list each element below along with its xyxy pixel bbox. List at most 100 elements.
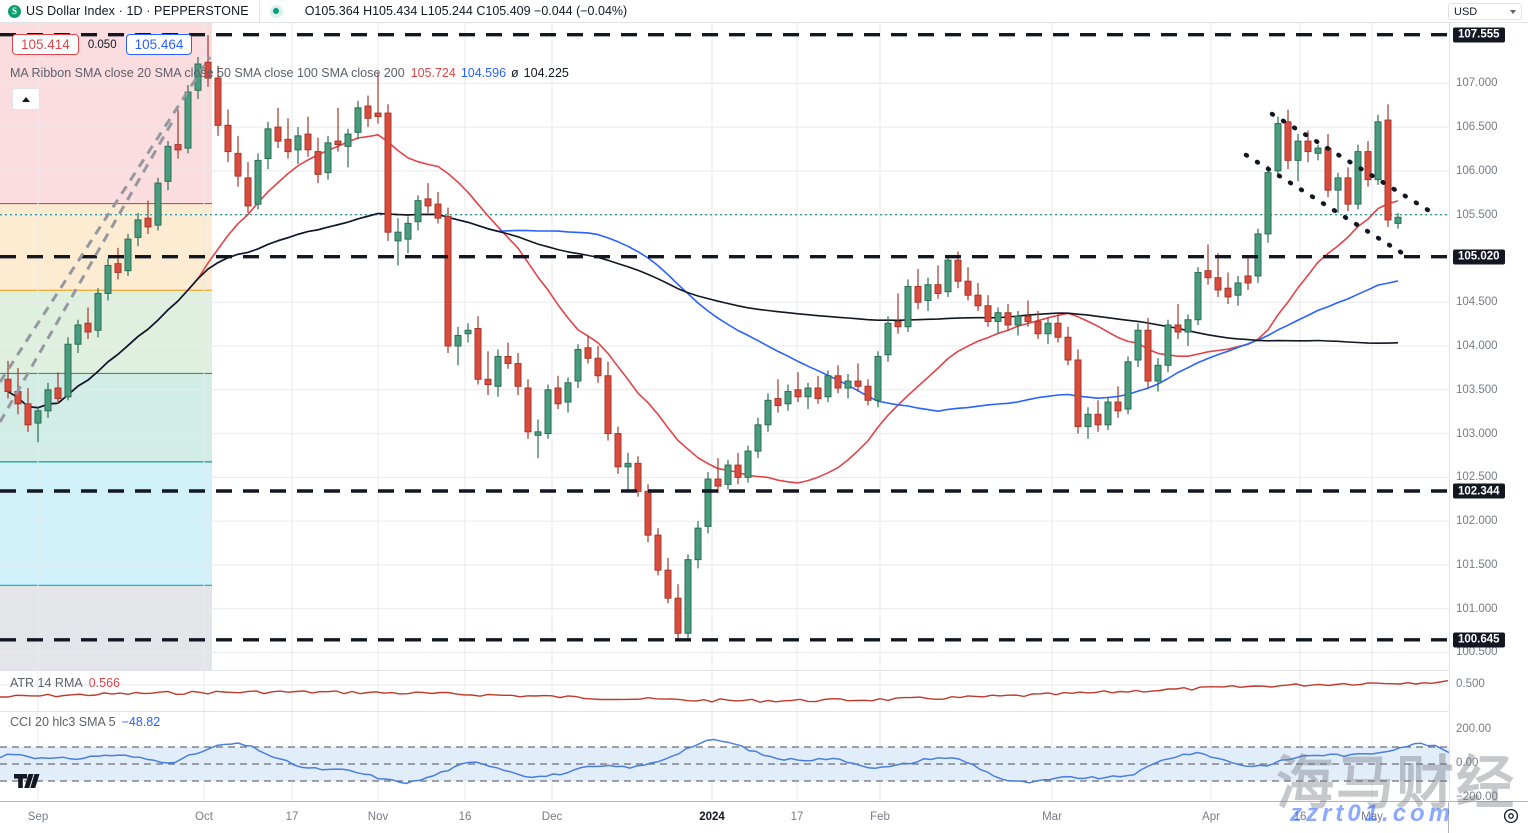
rising-channel-left-2[interactable] — [0, 116, 177, 423]
candle-body[interactable] — [1014, 315, 1022, 326]
candle-body[interactable] — [594, 357, 602, 377]
candle-body[interactable] — [1034, 320, 1042, 335]
zone-grey[interactable] — [0, 585, 212, 670]
candle-body[interactable] — [364, 105, 372, 119]
candle-body[interactable] — [1214, 277, 1222, 291]
sma-100-line[interactable] — [7, 212, 1399, 409]
cci-indicator-pane[interactable] — [0, 711, 1449, 802]
candle-body[interactable] — [134, 219, 142, 238]
candle-body[interactable] — [334, 140, 342, 146]
candle-body[interactable] — [644, 490, 652, 536]
candle-body[interactable] — [1294, 140, 1302, 161]
candle-body[interactable] — [1044, 322, 1052, 335]
descending-channel-upper[interactable] — [1269, 111, 1439, 218]
candle-body[interactable] — [284, 138, 292, 153]
candle-body[interactable] — [1374, 121, 1382, 181]
candle-body[interactable] — [954, 259, 962, 282]
candle-body[interactable] — [374, 112, 382, 118]
candle-body[interactable] — [484, 378, 492, 386]
candle-body[interactable] — [994, 312, 1002, 322]
candle-body[interactable] — [754, 424, 762, 452]
candle-body[interactable] — [384, 112, 392, 233]
candle-body[interactable] — [1114, 401, 1122, 412]
candle-body[interactable] — [734, 464, 742, 478]
candle-body[interactable] — [1124, 361, 1132, 410]
candle-body[interactable] — [314, 151, 322, 175]
cci-line[interactable] — [0, 738, 1449, 785]
candle-body[interactable] — [24, 403, 32, 426]
candle-body[interactable] — [1024, 315, 1032, 322]
candle-body[interactable] — [104, 264, 112, 294]
price-axis-badge[interactable]: 102.344 — [1453, 483, 1505, 499]
candle-body[interactable] — [1174, 324, 1182, 333]
candle-body[interactable] — [214, 77, 222, 126]
candle-body[interactable] — [34, 410, 42, 424]
collapse-panel-button[interactable] — [12, 88, 40, 110]
candle-body[interactable] — [784, 391, 792, 405]
candle-body[interactable] — [1304, 140, 1312, 153]
candle-body[interactable] — [434, 203, 442, 219]
candle-body[interactable] — [1244, 275, 1252, 284]
candle-body[interactable] — [1164, 324, 1172, 366]
candle-body[interactable] — [1144, 329, 1152, 382]
candle-body[interactable] — [894, 320, 902, 328]
candle-body[interactable] — [84, 322, 92, 333]
candle-body[interactable] — [1384, 119, 1392, 221]
candle-body[interactable] — [804, 387, 812, 398]
candle-body[interactable] — [1254, 233, 1262, 277]
candle-body[interactable] — [94, 292, 102, 331]
candle-body[interactable] — [474, 327, 482, 380]
candle-body[interactable] — [454, 334, 462, 347]
candle-body[interactable] — [1314, 147, 1322, 154]
candle-body[interactable] — [854, 380, 862, 387]
currency-selector[interactable]: USD — [1448, 3, 1522, 20]
zone-light-green[interactable] — [0, 290, 212, 375]
candle-body[interactable] — [444, 215, 452, 347]
sma-20-line[interactable] — [7, 134, 1399, 484]
candle-body[interactable] — [624, 462, 632, 468]
candle-body[interactable] — [554, 387, 562, 405]
ask-price[interactable]: 105.464 — [125, 34, 193, 55]
candle-body[interactable] — [114, 263, 122, 273]
price-chart-pane[interactable] — [0, 22, 1449, 670]
candle-body[interactable] — [1204, 270, 1212, 279]
candle-body[interactable] — [154, 182, 162, 226]
candle-body[interactable] — [494, 356, 502, 387]
candle-body[interactable] — [1054, 322, 1062, 338]
candle-body[interactable] — [814, 387, 822, 400]
candle-body[interactable] — [634, 462, 642, 492]
candle-body[interactable] — [264, 128, 272, 160]
candle-body[interactable] — [194, 63, 202, 91]
candle-body[interactable] — [724, 464, 732, 485]
price-axis-badge[interactable]: 107.555 — [1453, 27, 1505, 43]
price-axis[interactable]: 107.000 106.500 106.000 105.500 104.500 104.0… — [1449, 22, 1528, 670]
candle-body[interactable] — [794, 389, 802, 398]
candle-body[interactable] — [1264, 172, 1272, 235]
candle-body[interactable] — [844, 380, 852, 389]
candle-body[interactable] — [964, 280, 972, 296]
candle-body[interactable] — [914, 285, 922, 303]
candle-body[interactable] — [4, 378, 12, 393]
atr-indicator-pane[interactable] — [0, 670, 1449, 711]
candle-body[interactable] — [254, 159, 262, 205]
candle-body[interactable] — [864, 385, 872, 401]
candle-body[interactable] — [1104, 401, 1112, 426]
candle-body[interactable] — [744, 450, 752, 478]
candle-body[interactable] — [1324, 147, 1332, 191]
candle-body[interactable] — [1094, 413, 1102, 426]
candle-body[interactable] — [1154, 364, 1162, 382]
candle-body[interactable] — [124, 238, 132, 272]
candle-body[interactable] — [674, 597, 682, 634]
candle-body[interactable] — [654, 534, 662, 571]
candle-body[interactable] — [184, 91, 192, 149]
candle-body[interactable] — [414, 200, 422, 223]
candle-body[interactable] — [834, 375, 842, 389]
candle-body[interactable] — [504, 356, 512, 365]
candle-body[interactable] — [1334, 177, 1342, 191]
candle-body[interactable] — [1064, 336, 1072, 361]
candle-body[interactable] — [714, 478, 722, 487]
candle-body[interactable] — [1364, 151, 1372, 181]
support-zone-cyan[interactable] — [0, 462, 212, 586]
candle-body[interactable] — [244, 177, 252, 207]
candle-body[interactable] — [514, 363, 522, 387]
